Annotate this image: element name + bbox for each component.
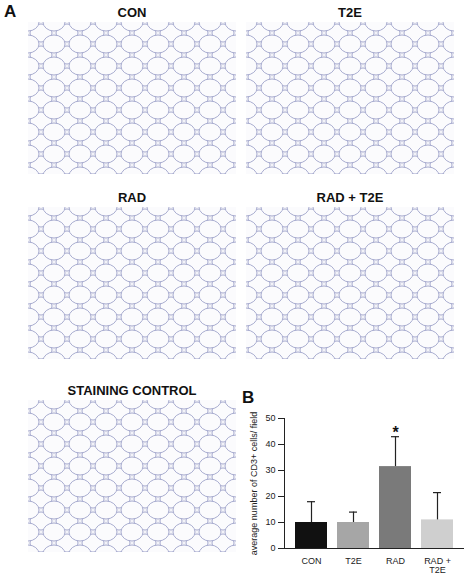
svg-text:20: 20 bbox=[265, 491, 275, 501]
svg-text:30: 30 bbox=[265, 465, 275, 475]
html-text:B: B bbox=[242, 388, 255, 407]
svg-text:0: 0 bbox=[270, 543, 275, 553]
svg-text:RAD: RAD bbox=[386, 556, 406, 566]
html-text:STAINING CONTROL: STAINING CONTROL bbox=[67, 383, 197, 398]
svg-text:40: 40 bbox=[265, 439, 275, 449]
svg-text:average number of CD3+ cells/: average number of CD3+ cells/ field bbox=[249, 412, 259, 555]
svg-text:CON: CON bbox=[302, 556, 322, 566]
html-text:RAD + T2E: RAD + T2E bbox=[316, 190, 384, 205]
svg-text:*: * bbox=[392, 424, 399, 441]
svg-text:T2E: T2E bbox=[345, 556, 362, 566]
svg-text:50: 50 bbox=[265, 413, 275, 423]
html-text:T2E: T2E bbox=[338, 5, 362, 20]
html-text:CON: CON bbox=[117, 5, 147, 20]
svg-text:RAD +T2E: RAD +T2E bbox=[424, 556, 451, 575]
html-text:RAD: RAD bbox=[117, 190, 147, 205]
html-text:A: A bbox=[4, 2, 17, 21]
svg-text:10: 10 bbox=[265, 517, 275, 527]
